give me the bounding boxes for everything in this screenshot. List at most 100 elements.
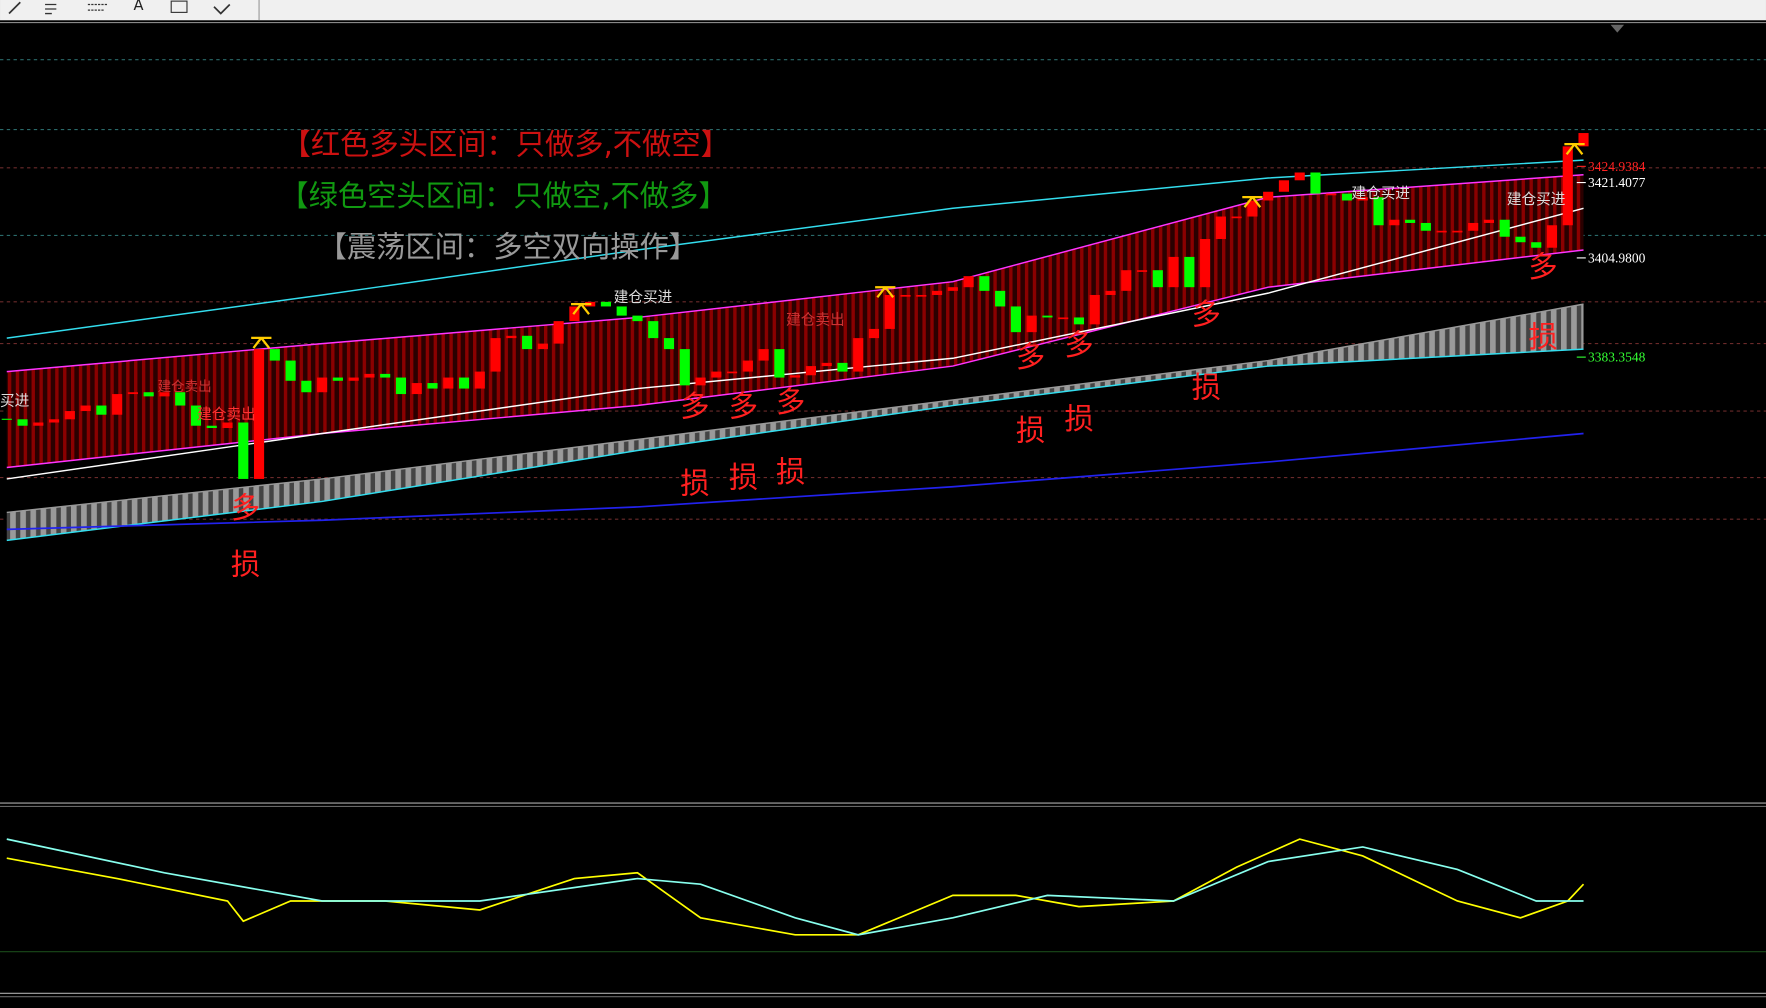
- signal: 多: [776, 385, 805, 419]
- candle: [206, 425, 217, 429]
- signal: 多: [1192, 297, 1221, 331]
- candle: [1483, 219, 1494, 223]
- indicator-line: [6, 432, 1584, 531]
- candle: [253, 349, 265, 479]
- candle: [1026, 315, 1037, 333]
- candle: [1578, 133, 1589, 147]
- signal-marker: [1242, 195, 1263, 208]
- candle: [1531, 242, 1542, 248]
- indicator-line: [6, 348, 1584, 542]
- candle: [1263, 191, 1274, 201]
- signal: 损: [680, 466, 709, 500]
- candle: [1341, 193, 1353, 201]
- candle: [1294, 172, 1305, 181]
- candle: [1058, 317, 1069, 320]
- candle: [238, 422, 249, 479]
- toolbar-bg: [0, 0, 1766, 21]
- annotation: 建仓买进: [614, 289, 673, 306]
- tool-arrow[interactable]: [213, 3, 231, 15]
- candle: [1231, 216, 1242, 219]
- candle: [742, 360, 753, 372]
- tool-fibfan[interactable]: [87, 3, 109, 11]
- candle: [1184, 256, 1195, 288]
- candle: [112, 394, 123, 415]
- signal: 损: [1192, 371, 1221, 405]
- price-label: 3404.9800: [1588, 250, 1646, 265]
- candle: [805, 366, 816, 376]
- candle: [1546, 225, 1558, 248]
- candle: [1452, 230, 1463, 233]
- indicator-line: [6, 174, 1584, 373]
- candle: [1136, 270, 1148, 272]
- annotation: 建仓买进: [1507, 191, 1566, 208]
- candle: [868, 328, 880, 339]
- signal-marker: [251, 336, 272, 349]
- candle: [1105, 290, 1116, 295]
- candle: [506, 335, 517, 339]
- candle: [616, 306, 627, 316]
- candle: [411, 383, 422, 395]
- candle: [1073, 317, 1085, 325]
- signal: 损: [1528, 320, 1557, 354]
- band-fill: [6, 174, 1584, 468]
- candle: [821, 362, 832, 367]
- candle: [1405, 219, 1416, 223]
- candle: [995, 290, 1006, 307]
- candle: [1247, 200, 1258, 217]
- candle: [1499, 219, 1510, 237]
- tool-label[interactable]: [170, 0, 188, 13]
- candle: [1152, 270, 1163, 288]
- annotation: 建仓卖出: [158, 379, 212, 395]
- candle: [537, 343, 548, 350]
- osc-line: [6, 838, 1584, 936]
- candle: [900, 294, 911, 297]
- signal-marker: [875, 286, 896, 299]
- candle: [790, 375, 801, 378]
- tool-line[interactable]: [8, 1, 21, 15]
- candle: [553, 321, 564, 344]
- indicator-line: [6, 159, 1584, 339]
- price-label: 3424.9384: [1588, 159, 1646, 174]
- candle: [1200, 239, 1211, 288]
- signal: 多: [231, 491, 260, 525]
- candle: [679, 349, 690, 386]
- candle: [269, 349, 280, 361]
- signal: 多: [680, 390, 709, 424]
- candle: [1562, 146, 1573, 226]
- candle: [853, 338, 864, 372]
- signal: 多: [1528, 250, 1557, 284]
- candle: [979, 276, 990, 291]
- candle: [1310, 172, 1321, 194]
- candle: [33, 422, 44, 426]
- candle: [947, 287, 958, 291]
- candle: [96, 405, 107, 415]
- candle: [1215, 216, 1226, 240]
- shift-marker: [1610, 24, 1625, 33]
- candle: [727, 371, 738, 374]
- signal: 损: [1016, 413, 1045, 447]
- candle: [837, 362, 848, 372]
- candle: [332, 377, 343, 381]
- tool-fib[interactable]: [45, 3, 57, 15]
- candle: [143, 392, 154, 397]
- candle: [364, 373, 375, 378]
- band-fill: [6, 304, 1584, 541]
- candle: [1121, 270, 1132, 291]
- candle: [1089, 294, 1100, 325]
- candle: [490, 338, 501, 372]
- price-label: 3383.3548: [1588, 350, 1646, 365]
- candle: [159, 392, 170, 397]
- candle: [774, 349, 785, 378]
- candle: [427, 383, 438, 389]
- candle: [1389, 219, 1400, 226]
- price-label: 3421.4077: [1588, 175, 1646, 190]
- tool-text[interactable]: A: [134, 0, 144, 14]
- oscillator: [0, 838, 1766, 953]
- signal: 多: [1016, 340, 1045, 374]
- annotation: 【绿色空头区间：只做空,不做多】: [279, 179, 727, 213]
- signal-marker: [1564, 143, 1585, 155]
- annotation: 建仓卖出: [786, 311, 845, 328]
- candle: [285, 360, 296, 381]
